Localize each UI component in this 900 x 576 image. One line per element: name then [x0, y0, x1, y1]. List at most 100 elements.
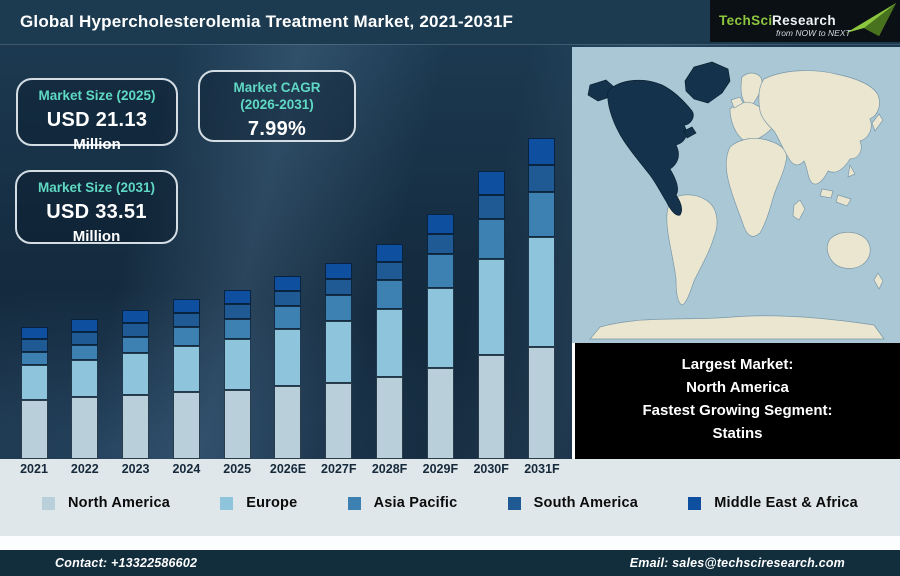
segment-europe [426, 287, 454, 369]
stat-label: Market Size (2025) [38, 88, 156, 103]
legend-swatch-icon [220, 496, 234, 510]
x-axis-label-2027f: 2027F [321, 462, 357, 476]
x-axis-label-2029f: 2029F [422, 462, 459, 476]
segment-europe [172, 345, 200, 392]
x-axis-label-2025: 2025 [223, 462, 252, 476]
stat-box-market-size-2031: Market Size (2031) USD 33.51 Million [15, 170, 178, 245]
logo-arrow-shadow [864, 3, 896, 36]
segment-north-america [274, 385, 302, 459]
legend-label: Middle East & Africa [714, 495, 858, 511]
legend-swatch-icon [507, 496, 521, 510]
legend-label: North America [68, 495, 170, 511]
segment-south-america [274, 290, 302, 307]
legend-label: South America [533, 495, 639, 511]
logo-brand-primary: TechSci [719, 13, 773, 28]
segment-asia-pacific [477, 218, 505, 259]
segment-south-america [528, 165, 556, 192]
legend-item-asia-pacific: Asia Pacific [347, 495, 458, 511]
segment-north-america [172, 391, 200, 459]
segment-north-america [477, 355, 505, 459]
segment-south-america [122, 323, 150, 337]
bar-2031f [522, 138, 562, 459]
legend-label: Asia Pacific [373, 495, 458, 511]
title-bar: Global Hypercholesterolemia Treatment Ma… [0, 0, 900, 44]
segment-asia-pacific [274, 306, 302, 330]
x-axis-label-2021: 2021 [20, 462, 48, 476]
segment-asia-pacific [325, 295, 353, 321]
stat-label: Market CAGR (2026-2031) [233, 80, 321, 112]
segment-middle-east-africa [20, 327, 48, 339]
segment-asia-pacific [223, 318, 251, 340]
segment-middle-east-africa [274, 276, 302, 291]
legend-label: Europe [246, 495, 298, 511]
segment-europe [376, 308, 404, 378]
segment-middle-east-africa [71, 318, 99, 332]
page-title: Global Hypercholesterolemia Treatment Ma… [20, 12, 514, 31]
footer-bar: Contact: +13322586602 Email: sales@techs… [0, 550, 900, 576]
callout-line: Largest Market: [681, 356, 794, 373]
segment-south-america [71, 331, 99, 345]
segment-asia-pacific [426, 254, 454, 288]
callout-line: Statins [712, 425, 763, 442]
techsci-logo-graphic: TechSci Research from NOW to NEXT [719, 3, 896, 38]
segment-europe [223, 339, 251, 390]
legend-item-middle-east-africa: Middle East & Africa [688, 495, 858, 511]
x-axis-label-2031f: 2031F [524, 462, 560, 476]
stat-value: USD 33.51 [46, 201, 147, 223]
legend-item-south-america: South America [507, 495, 639, 511]
world-map [572, 47, 900, 343]
footer-divider [0, 536, 900, 550]
map-north-america-highlight [587, 61, 731, 216]
world-map-graphic [572, 47, 900, 343]
segment-north-america [426, 368, 454, 459]
segment-south-america [426, 234, 454, 255]
segment-north-america [325, 382, 353, 459]
x-axis-label-2026e: 2026E [269, 462, 307, 476]
callout-line: Fastest Growing Segment: [642, 402, 833, 419]
segment-south-america [325, 278, 353, 296]
x-axis-label-2023: 2023 [121, 462, 150, 476]
segment-europe [477, 258, 505, 356]
stat-value: 7.99% [247, 118, 307, 140]
logo-tagline: from NOW to NEXT [776, 28, 851, 38]
segment-south-america [223, 304, 251, 319]
legend-item-europe: Europe [220, 495, 297, 511]
x-axis-label-2022: 2022 [70, 462, 99, 476]
stat-unit: Million [73, 136, 121, 153]
footer-email: Email: sales@techsciresearch.com [629, 556, 845, 570]
segment-north-america [376, 377, 404, 459]
bar-2023 [116, 310, 156, 459]
stat-box-market-cagr: Market CAGR (2026-2031) 7.99% [198, 70, 356, 142]
segment-europe [71, 359, 99, 398]
segment-south-america [376, 261, 404, 280]
segment-middle-east-africa [172, 299, 200, 313]
bar-2028f [370, 244, 410, 459]
callout-line: North America [686, 379, 789, 396]
x-axis-label-2024: 2024 [172, 462, 201, 476]
bar-2029f [420, 214, 460, 459]
stacked-bar-chart [14, 119, 562, 459]
bar-2030f [471, 171, 511, 459]
stat-box-market-size-2025: Market Size (2025) USD 21.13 Million [16, 78, 178, 153]
segment-south-america [477, 194, 505, 219]
segment-europe [274, 329, 302, 386]
segment-north-america [122, 394, 150, 459]
segment-middle-east-africa [426, 214, 454, 235]
segment-middle-east-africa [223, 290, 251, 305]
segment-south-america [20, 338, 48, 352]
segment-asia-pacific [528, 191, 556, 237]
largest-market-callout: Largest Market: North America Fastest Gr… [572, 343, 900, 459]
segment-europe [20, 365, 48, 400]
segment-north-america [20, 400, 48, 459]
bar-2024 [166, 299, 206, 459]
segment-north-america [223, 389, 251, 459]
stat-unit: Million [72, 228, 121, 245]
logo-arrow-icon [846, 3, 896, 36]
segment-south-america [172, 312, 200, 328]
segment-middle-east-africa [325, 263, 353, 279]
bar-2025 [217, 290, 257, 459]
segment-middle-east-africa [376, 244, 404, 262]
logo-brand-secondary: Research [772, 13, 836, 28]
x-axis-label-2030f: 2030F [473, 462, 509, 476]
chart-legend: North America Europe Asia Pacific South Ame… [0, 495, 900, 511]
